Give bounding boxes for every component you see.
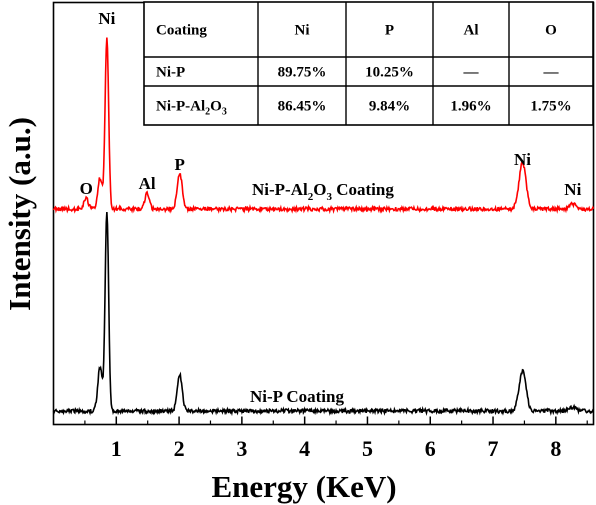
table-header-cell: Coating <box>156 23 207 39</box>
series-label-ni-p-al2o3: Ni-P-Al2O3 Coating <box>252 180 394 203</box>
table-value-cell: 9.84% <box>369 99 410 115</box>
series-line-ni-p <box>52 212 595 417</box>
table-value-cell: 1.96% <box>450 99 491 115</box>
table-value-cell: — <box>463 65 480 81</box>
x-tick-label: 2 <box>174 436 185 461</box>
table-header-cell: P <box>385 23 394 39</box>
x-tick-label: 7 <box>488 436 499 461</box>
x-tick-label: 8 <box>550 436 561 461</box>
x-tick-label: 6 <box>425 436 436 461</box>
peak-label: P <box>175 155 185 174</box>
peak-label: Ni <box>98 9 115 28</box>
table-value-cell: — <box>543 65 560 81</box>
x-tick-label: 3 <box>236 436 247 461</box>
peak-label: Ni <box>564 180 581 199</box>
series-line-ni-p-al2o3 <box>52 37 595 215</box>
series-label-ni-p: Ni-P Coating <box>250 387 344 406</box>
peak-label-layer: O Ni Al P Ni Ni <box>80 9 582 199</box>
table-coating-cell: Ni-P <box>156 65 185 81</box>
table-header-cell: Al <box>464 23 479 39</box>
x-tick-label: 5 <box>362 436 373 461</box>
x-tick-label: 4 <box>299 436 310 461</box>
table-value-cell: 1.75% <box>530 99 571 115</box>
x-axis: 1 2 3 4 5 6 7 8 <box>84 416 588 461</box>
composition-table: Coating Ni P Al O Ni-P 89.75% 10.25% — — Ni-P-Al2O… <box>143 1 594 126</box>
table-header-cell: O <box>545 23 557 39</box>
table-frame <box>143 1 594 126</box>
table-coating-cell: Ni-P-Al2O3 <box>156 99 227 118</box>
x-axis-title: Energy (KeV) <box>211 469 396 504</box>
table-header-cell: Ni <box>295 23 310 39</box>
peak-label: O <box>80 179 93 198</box>
y-axis-title: Intensity (a.u.) <box>2 117 37 311</box>
series-layer <box>52 37 595 417</box>
table-value-cell: 10.25% <box>365 65 414 81</box>
x-tick-label: 1 <box>111 436 122 461</box>
peak-label: Al <box>139 174 156 193</box>
table-value-cell: 89.75% <box>278 65 327 81</box>
peak-label: Ni <box>514 150 531 169</box>
table-value-cell: 86.45% <box>278 99 327 115</box>
